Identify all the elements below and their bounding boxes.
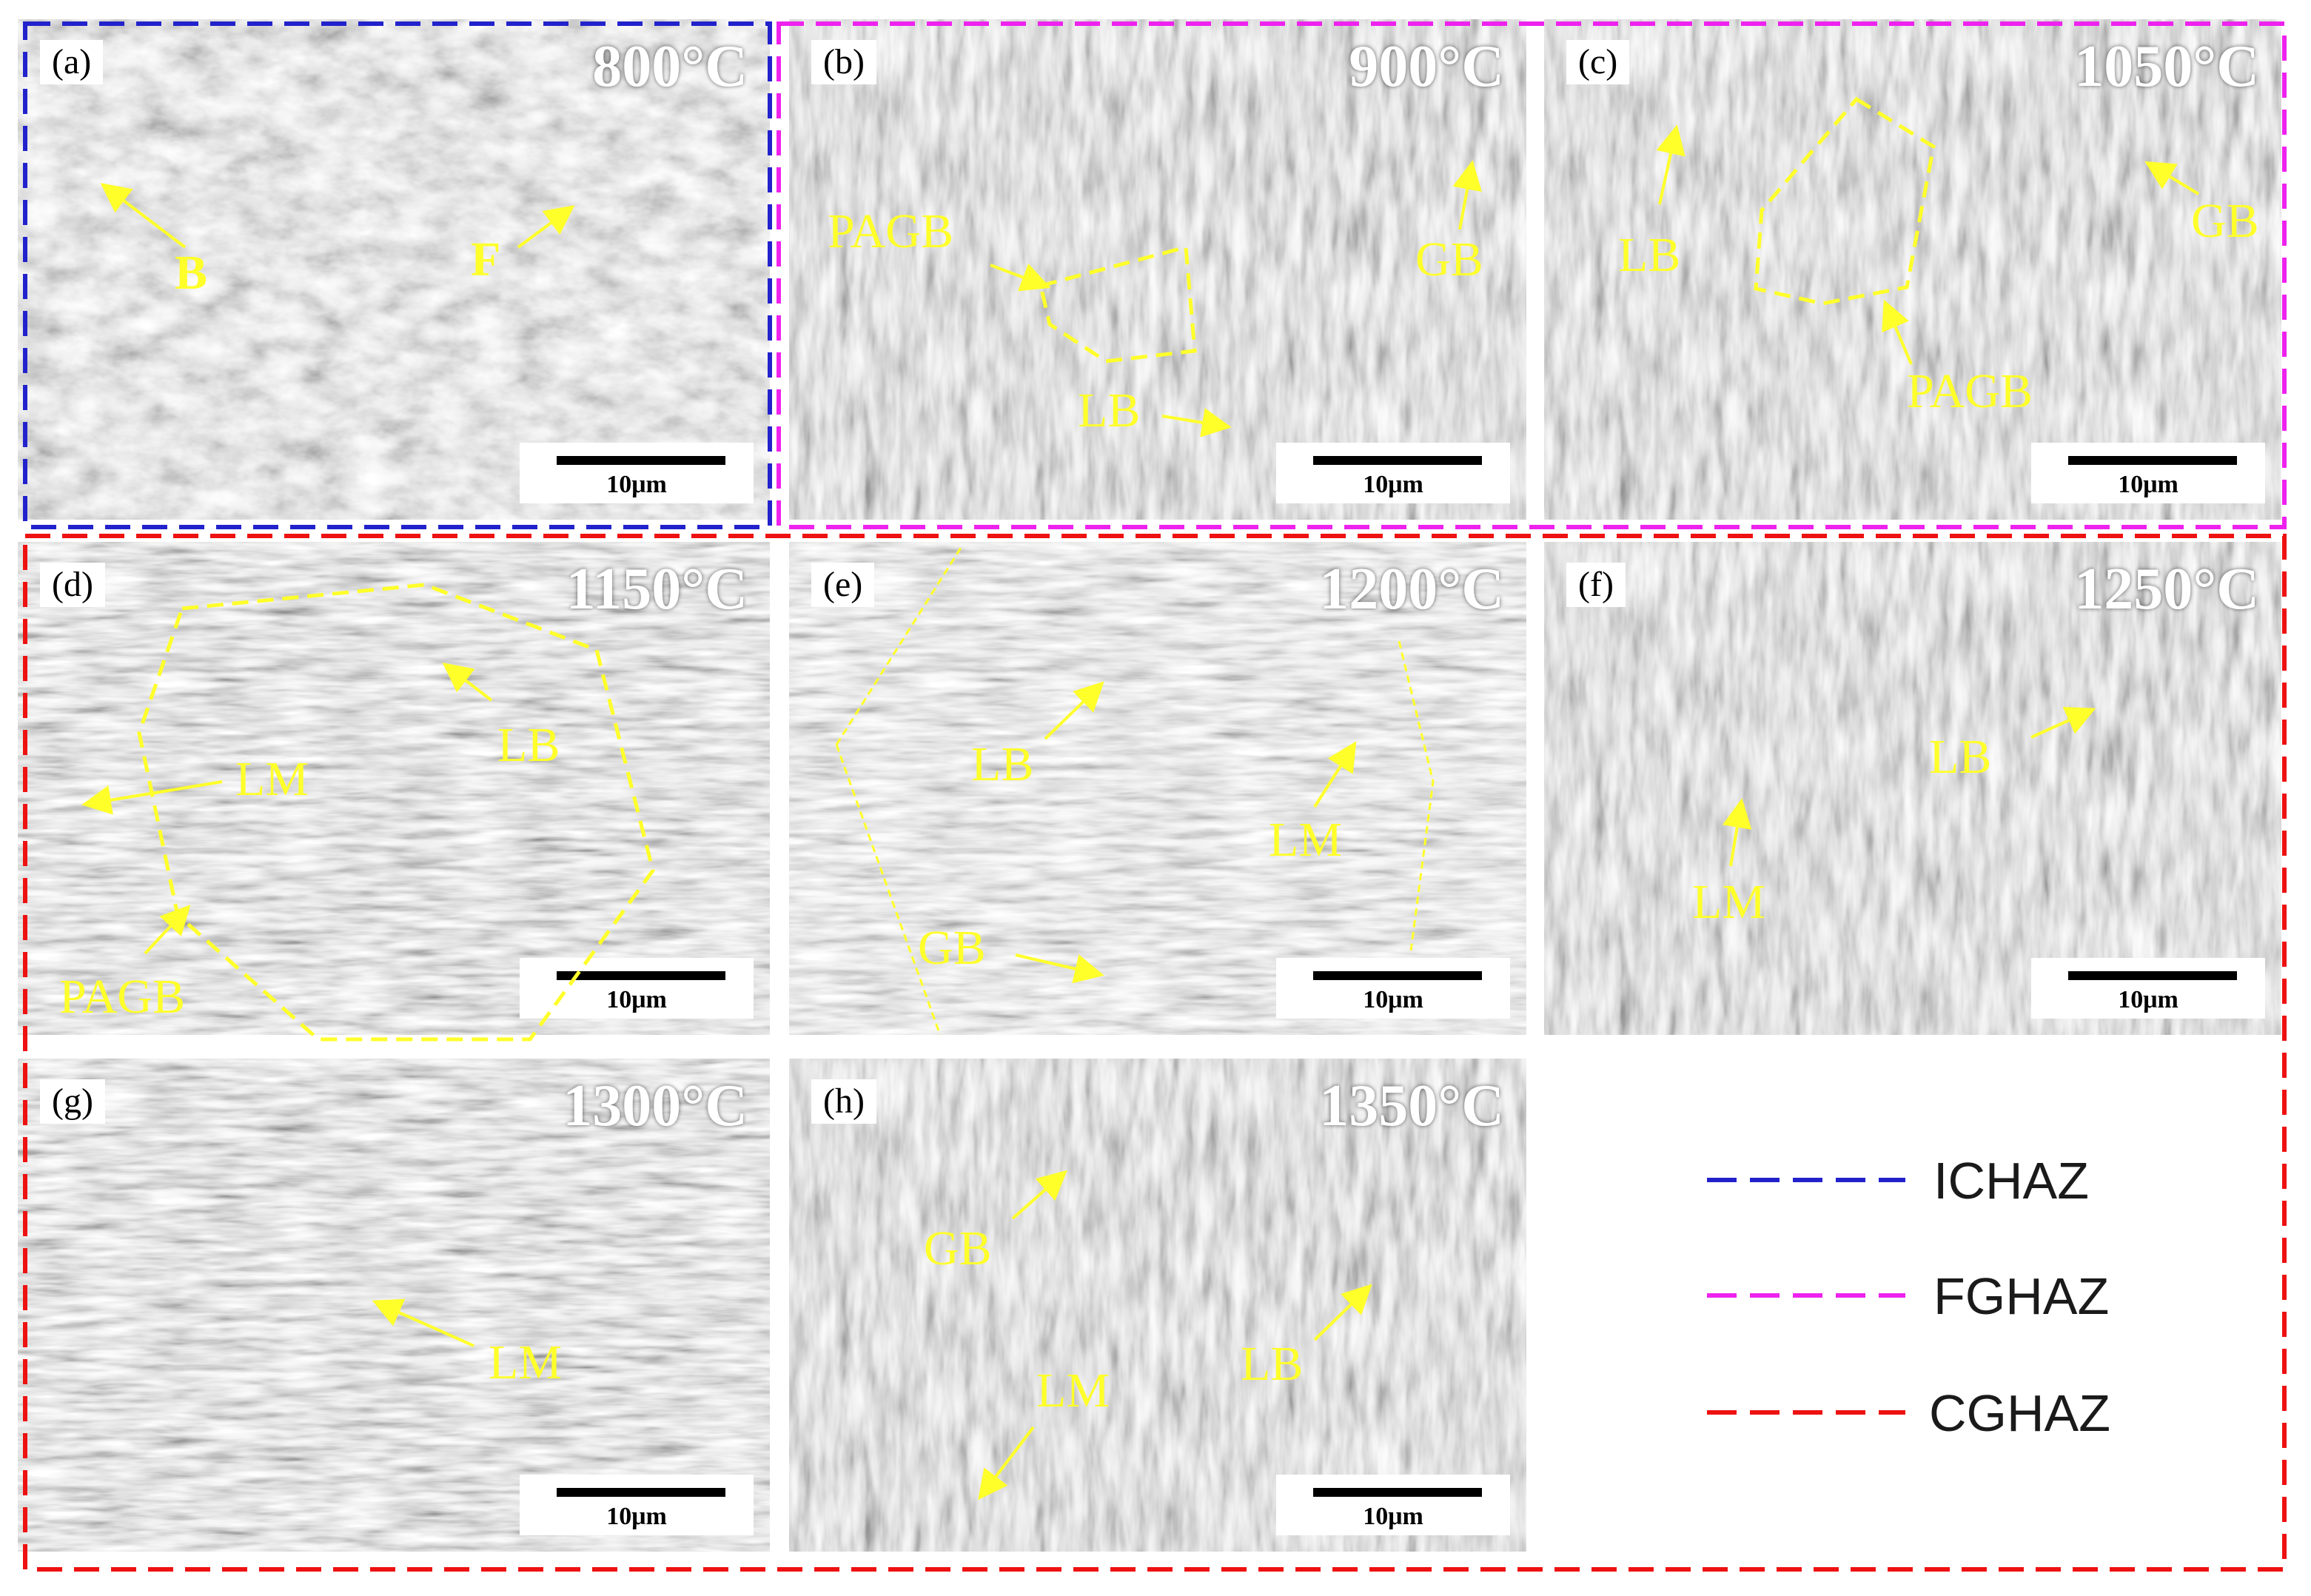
scale-bar: 10μm [520, 1475, 754, 1535]
anno-a-f: F [471, 232, 501, 286]
temperature-label: 1200°C [1319, 557, 1504, 622]
scale-bar: 10μm [1276, 1475, 1510, 1535]
temperature-label: 1300°C [563, 1073, 748, 1139]
anno-b-lb: LB [1078, 383, 1141, 437]
panel-label: (f) [1566, 563, 1626, 607]
panel-label: (g) [40, 1079, 105, 1124]
scale-bar: 10μm [2031, 958, 2265, 1019]
scale-bar: 10μm [1276, 958, 1510, 1019]
anno-h-gb: GB [924, 1221, 992, 1275]
scale-bar-label: 10μm [1363, 1503, 1423, 1530]
sem-panel-a: (a) 800°C 10μm [18, 19, 770, 520]
scale-bar-label: 10μm [606, 1503, 667, 1530]
legend-label-ichaz: ICHAZ [1933, 1152, 2089, 1210]
scale-bar: 10μm [520, 958, 754, 1019]
temperature-label: 1150°C [566, 557, 748, 622]
anno-c-lb: LB [1618, 228, 1681, 282]
sem-panel-h: (h) 1350°C 10μm [789, 1059, 1526, 1552]
anno-g-lm: LM [489, 1335, 562, 1389]
anno-c-gb: GB [2191, 194, 2259, 248]
scale-bar-label: 10μm [2118, 986, 2178, 1013]
sem-panel-e: (e) 1200°C 10μm [789, 542, 1526, 1035]
scale-bar-label: 10μm [606, 471, 667, 498]
scale-bar-label: 10μm [2118, 471, 2178, 498]
anno-d-pagb: PAGB [59, 970, 185, 1024]
anno-e-gb: GB [918, 921, 986, 975]
panel-label: (b) [811, 40, 876, 84]
sem-panel-d: (d) 1150°C 10μm [18, 542, 770, 1035]
temperature-label: 1050°C [2074, 34, 2259, 99]
temperature-label: 900°C [1349, 34, 1504, 99]
scale-bar: 10μm [1276, 443, 1510, 503]
anno-d-lm: LM [235, 752, 309, 806]
legend-label-cghaz: CGHAZ [1929, 1384, 2110, 1442]
anno-e-lb: LB [971, 737, 1034, 791]
anno-e-lm: LM [1269, 813, 1342, 867]
temperature-label: 800°C [592, 34, 748, 99]
anno-d-lb: LB [497, 718, 560, 772]
anno-b-gb: GB [1415, 232, 1483, 286]
scale-bar: 10μm [520, 443, 754, 503]
scale-bar-label: 10μm [1363, 471, 1423, 498]
scale-bar-label: 10μm [606, 986, 667, 1013]
panel-label: (a) [40, 40, 104, 84]
anno-f-lb: LB [1929, 730, 1992, 784]
scale-bar: 10μm [2031, 443, 2265, 503]
legend-label-fghaz: FGHAZ [1933, 1267, 2110, 1325]
sem-panel-g: (g) 1300°C 10μm [18, 1059, 770, 1552]
anno-h-lb: LB [1241, 1337, 1304, 1391]
temperature-label: 1250°C [2074, 557, 2259, 622]
anno-f-lm: LM [1692, 875, 1765, 929]
panel-label: (e) [811, 563, 875, 607]
anno-c-pagb: PAGB [1907, 364, 2033, 418]
panel-label: (c) [1566, 40, 1630, 84]
anno-b-pagb: PAGB [828, 204, 953, 258]
temperature-label: 1350°C [1319, 1073, 1504, 1139]
anno-a-b: B [175, 246, 208, 300]
scale-bar-label: 10μm [1363, 986, 1423, 1013]
anno-h-lm: LM [1036, 1364, 1110, 1418]
panel-label: (h) [811, 1079, 876, 1124]
sem-panel-f: (f) 1250°C 10μm [1544, 542, 2281, 1035]
panel-label: (d) [40, 563, 105, 607]
